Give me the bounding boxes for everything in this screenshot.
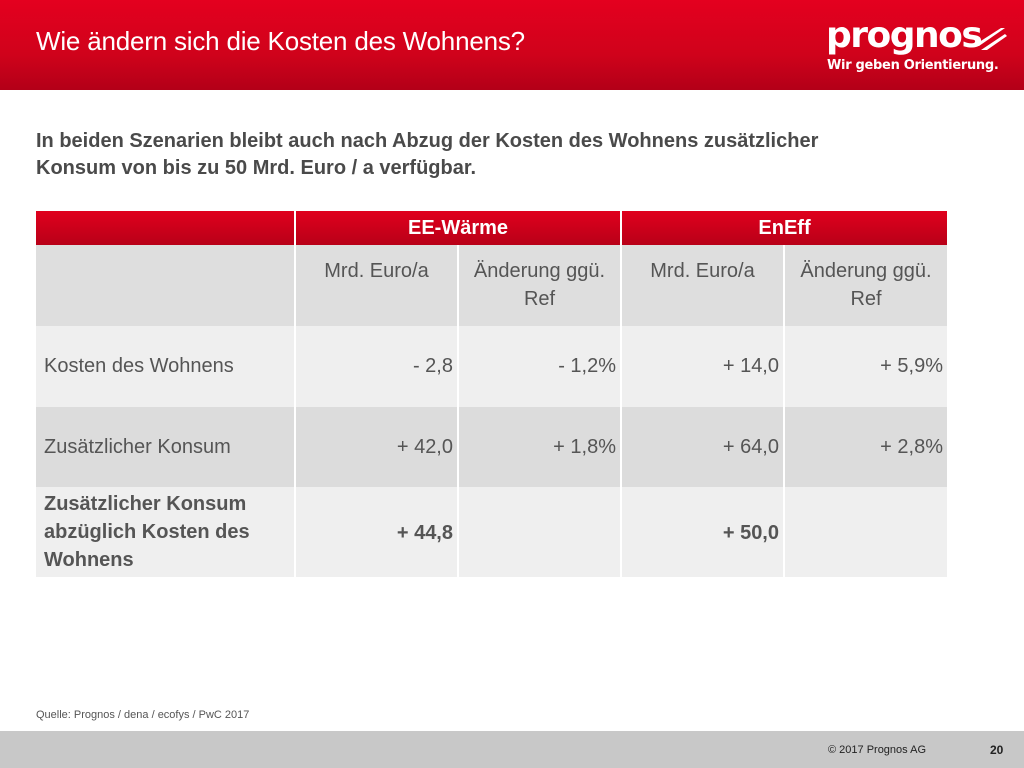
subheader-cell: Änderung ggü. Ref xyxy=(457,245,621,326)
table-subheader-row: Mrd. Euro/a Änderung ggü. Ref Mrd. Euro/… xyxy=(36,245,947,326)
slide-subtitle: In beiden Szenarien bleibt auch nach Abz… xyxy=(36,130,819,179)
group-header-ee-waerme: EE-Wärme xyxy=(294,211,621,245)
copyright-text: © 2017 Prognos AG xyxy=(828,744,927,756)
logo-tagline: Wir geben Orientierung. xyxy=(827,58,999,73)
cost-table: EE-Wärme EnEff Mrd. Euro/a Änderung ggü.… xyxy=(36,211,947,577)
slide-title: Wie ändern sich die Kosten des Wohnens? xyxy=(36,26,525,56)
table-cell: + 5,9% xyxy=(783,326,947,407)
page-number: 20 xyxy=(990,743,1004,757)
row-label: Zusätzlicher Konsum xyxy=(36,407,295,487)
table-cell: + 1,8% xyxy=(457,407,621,487)
table-cell: + 44,8 xyxy=(294,487,458,577)
source-note: Quelle: Prognos / dena / ecofys / PwC 20… xyxy=(36,709,250,721)
table-group-header-row: EE-Wärme EnEff xyxy=(36,211,947,245)
logo-swoosh-icon xyxy=(973,28,1007,50)
subheader-cell: Mrd. Euro/a xyxy=(294,245,458,326)
row-label: Zusätzlicher Konsum abzüglich Kosten des… xyxy=(36,487,295,577)
table-row: Kosten des Wohnens - 2,8 - 1,2% + 14,0 +… xyxy=(36,326,947,407)
table-corner-cell xyxy=(36,211,295,245)
slide-header: Wie ändern sich die Kosten des Wohnens? … xyxy=(0,0,1024,90)
subheader-cell: Mrd. Euro/a xyxy=(620,245,784,326)
table-cell: + 50,0 xyxy=(620,487,784,577)
subheader-cell: Änderung ggü. Ref xyxy=(783,245,947,326)
slide-footer: © 2017 Prognos AG 20 xyxy=(0,731,1024,768)
table-cell: - 1,2% xyxy=(457,326,621,407)
table-cell: + 14,0 xyxy=(620,326,784,407)
table-cell: - 2,8 xyxy=(294,326,458,407)
group-header-eneff: EnEff xyxy=(620,211,947,245)
table-cell xyxy=(457,487,621,577)
row-label: Kosten des Wohnens xyxy=(36,326,295,407)
prognos-logo: prognos Wir geben Orientierung. xyxy=(826,16,1011,78)
table-row-summary: Zusätzlicher Konsum abzüglich Kosten des… xyxy=(36,487,947,577)
table-cell xyxy=(783,487,947,577)
table-row: Zusätzlicher Konsum + 42,0 + 1,8% + 64,0… xyxy=(36,407,947,487)
table-subheader-empty xyxy=(36,245,295,326)
logo-wordmark: prognos xyxy=(826,15,983,56)
table-cell: + 42,0 xyxy=(294,407,458,487)
table-cell: + 64,0 xyxy=(620,407,784,487)
table-cell: + 2,8% xyxy=(783,407,947,487)
